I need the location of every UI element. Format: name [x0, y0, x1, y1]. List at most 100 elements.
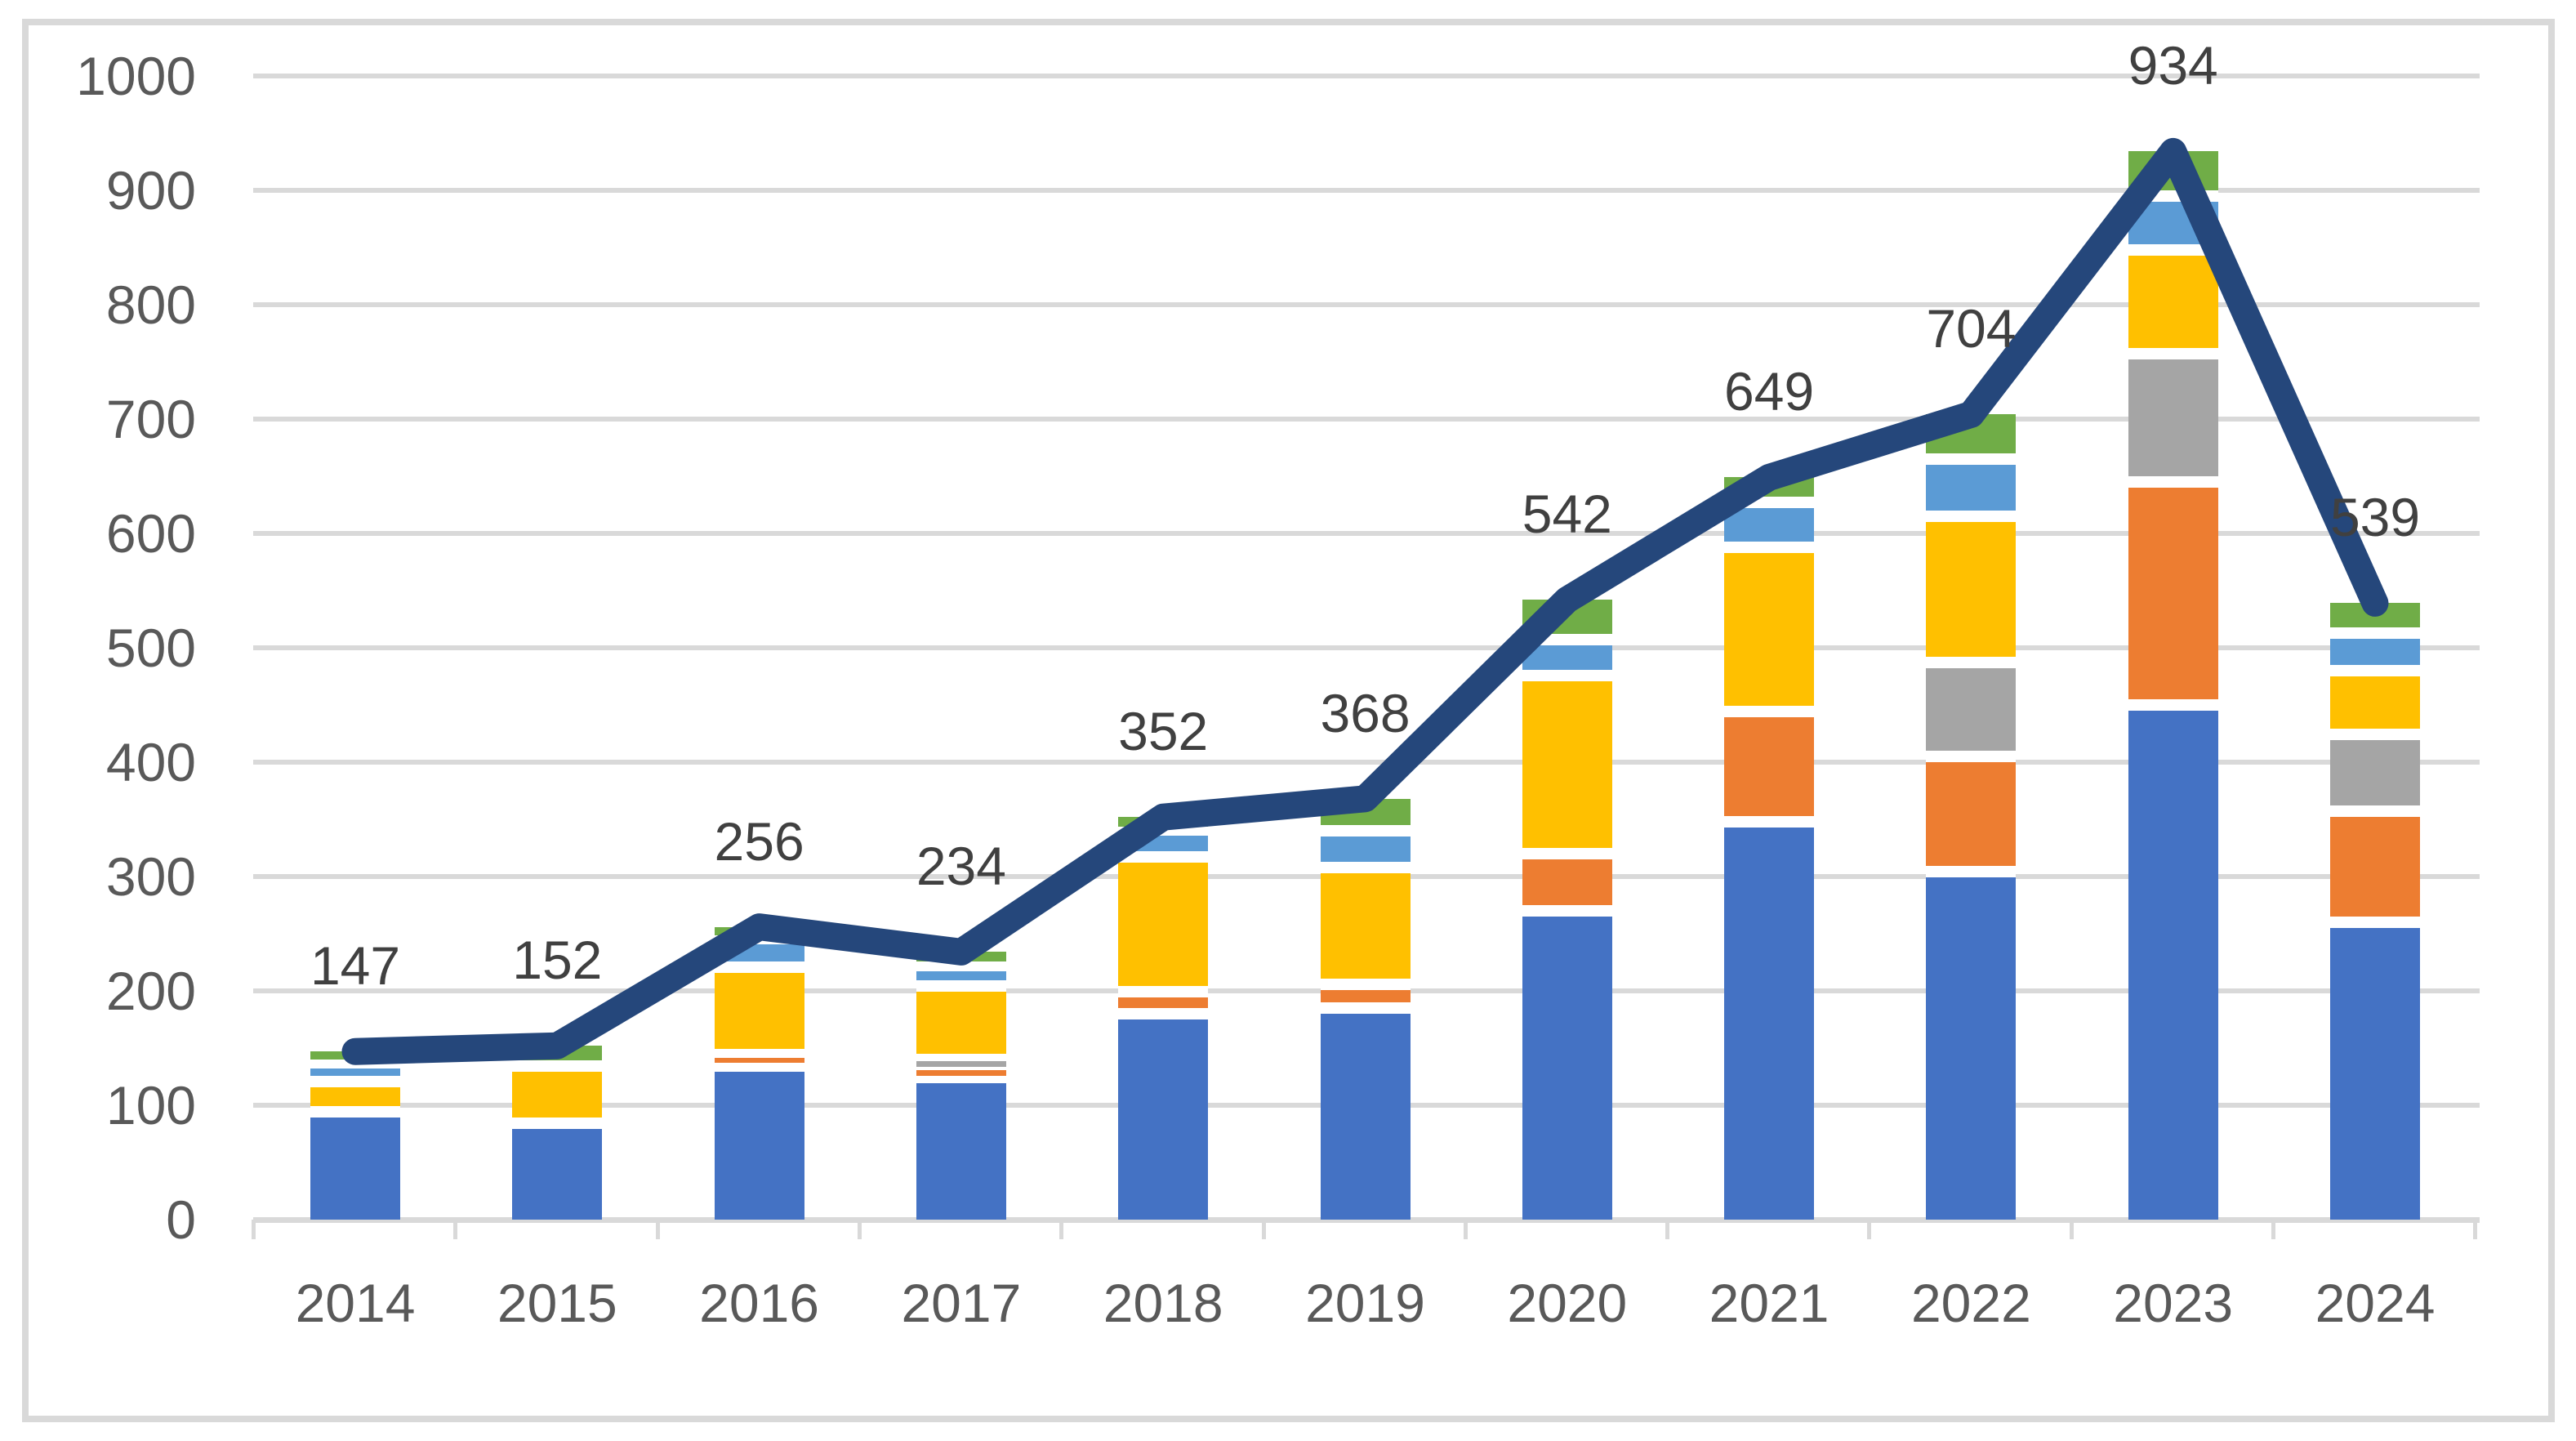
h-gridline	[253, 74, 2480, 78]
x-axis-label-2014: 2014	[295, 1273, 416, 1333]
y-axis-tick-label: 300	[105, 846, 196, 907]
series-light-blue-segment[interactable]	[2330, 632, 2420, 671]
series-blue-segment[interactable]	[1118, 1013, 1209, 1220]
x-axis-label-2019: 2019	[1305, 1273, 1425, 1333]
series-yellow-segment[interactable]	[1926, 516, 2017, 663]
y-axis-tick-label: 400	[105, 732, 196, 792]
series-yellow-segment[interactable]	[2128, 249, 2218, 355]
h-gridline	[253, 760, 2480, 765]
data-label-2019: 368	[1320, 682, 1411, 743]
series-blue-segment[interactable]	[2128, 704, 2218, 1220]
series-yellow-segment[interactable]	[2330, 671, 2420, 735]
series-orange-segment[interactable]	[2128, 481, 2218, 705]
series-orange-segment[interactable]	[2330, 811, 2420, 922]
x-axis-tick	[857, 1220, 862, 1239]
series-light-blue-segment[interactable]	[310, 1063, 400, 1082]
data-label-2020: 542	[1522, 484, 1612, 545]
x-axis-tick	[1261, 1220, 1266, 1239]
x-axis-tick	[1665, 1220, 1670, 1239]
y-axis-tick-label: 500	[105, 618, 196, 678]
series-light-blue-segment[interactable]	[1320, 831, 1411, 868]
x-axis-label-2017: 2017	[901, 1273, 1022, 1333]
series-light-blue-segment[interactable]	[1926, 459, 2017, 517]
data-label-2017: 234	[916, 836, 1006, 897]
x-axis-tick	[1059, 1220, 1064, 1239]
series-orange-segment[interactable]	[916, 1068, 1006, 1078]
x-axis-label-2015: 2015	[497, 1273, 617, 1333]
series-yellow-segment[interactable]	[916, 986, 1006, 1060]
data-label-2016: 256	[714, 810, 804, 872]
series-blue-segment[interactable]	[2330, 921, 2420, 1220]
x-axis-label-2016: 2016	[699, 1273, 819, 1333]
series-blue-segment[interactable]	[1522, 910, 1612, 1220]
h-gridline	[253, 302, 2480, 307]
stacked-bar-2021[interactable]	[1724, 477, 1815, 1220]
x-axis-tick	[2069, 1220, 2074, 1239]
h-gridline	[253, 645, 2480, 650]
stacked-bar-2015[interactable]	[512, 1046, 603, 1220]
x-axis-label-2018: 2018	[1103, 1273, 1223, 1333]
h-gridline	[253, 531, 2480, 536]
series-blue-segment[interactable]	[1724, 821, 1815, 1220]
series-blue-segment[interactable]	[916, 1077, 1006, 1220]
x-axis-tick	[1463, 1220, 1468, 1239]
stacked-bar-2024[interactable]	[2330, 603, 2420, 1220]
series-gray-segment[interactable]	[916, 1060, 1006, 1069]
h-gridline	[253, 188, 2480, 193]
y-axis-tick-label: 900	[105, 160, 196, 221]
data-label-2023: 934	[2128, 35, 2218, 96]
y-axis-tick-label: 0	[166, 1189, 196, 1250]
data-label-2024: 539	[2329, 487, 2421, 548]
series-orange-segment[interactable]	[1724, 712, 1815, 822]
x-axis-tick	[2271, 1220, 2275, 1239]
data-label-2015: 152	[512, 930, 603, 991]
x-axis-line	[253, 1217, 2480, 1223]
series-blue-segment[interactable]	[1926, 872, 2017, 1220]
series-orange-segment[interactable]	[1522, 853, 1612, 911]
series-blue-segment[interactable]	[310, 1112, 400, 1220]
series-blue-segment[interactable]	[714, 1066, 804, 1220]
series-blue-segment[interactable]	[1320, 1007, 1411, 1220]
series-light-blue-segment[interactable]	[916, 966, 1006, 987]
series-blue-segment[interactable]	[512, 1123, 603, 1220]
y-axis-tick-label: 600	[105, 503, 196, 564]
data-label-2021: 649	[1724, 361, 1815, 422]
series-yellow-segment[interactable]	[1522, 675, 1612, 854]
x-axis-tick	[655, 1220, 660, 1239]
y-axis-tick-label: 100	[105, 1075, 196, 1135]
series-orange-segment[interactable]	[1320, 984, 1411, 1008]
x-axis-label-2023: 2023	[2113, 1273, 2234, 1333]
stacked-bar-2017[interactable]	[916, 952, 1006, 1220]
series-yellow-segment[interactable]	[310, 1081, 400, 1113]
series-yellow-segment[interactable]	[1724, 547, 1815, 712]
stacked-bar-2023[interactable]	[2128, 151, 2218, 1220]
x-axis-tick	[1867, 1220, 1872, 1239]
series-yellow-segment[interactable]	[1320, 867, 1411, 984]
x-axis-label-2020: 2020	[1507, 1273, 1628, 1333]
total-line[interactable]	[341, 137, 2389, 1065]
series-yellow-segment[interactable]	[512, 1066, 603, 1124]
x-axis-label-2021: 2021	[1709, 1273, 1829, 1333]
stacked-bar-2022[interactable]	[1926, 414, 2017, 1220]
y-axis-tick-label: 800	[105, 274, 196, 335]
x-axis-tick	[2473, 1220, 2478, 1239]
y-axis-tick-label: 700	[105, 389, 196, 449]
x-axis-tick	[453, 1220, 458, 1239]
series-orange-segment[interactable]	[714, 1055, 804, 1067]
series-gray-segment[interactable]	[2330, 734, 2420, 812]
series-yellow-segment[interactable]	[714, 966, 804, 1055]
series-gray-segment[interactable]	[2128, 354, 2218, 482]
series-orange-segment[interactable]	[1926, 756, 2017, 872]
data-label-2014: 147	[310, 935, 401, 997]
series-gray-segment[interactable]	[1926, 663, 2017, 756]
x-axis-tick	[252, 1220, 256, 1239]
x-axis-label-2022: 2022	[1910, 1273, 2031, 1333]
h-gridline	[253, 417, 2480, 422]
series-light-blue-segment[interactable]	[1522, 640, 1612, 676]
y-axis-tick-label: 1000	[76, 46, 196, 106]
data-label-2018: 352	[1118, 701, 1209, 762]
series-yellow-segment[interactable]	[1118, 857, 1209, 993]
series-orange-segment[interactable]	[1118, 992, 1209, 1014]
x-axis-label-2024: 2024	[2315, 1273, 2436, 1333]
